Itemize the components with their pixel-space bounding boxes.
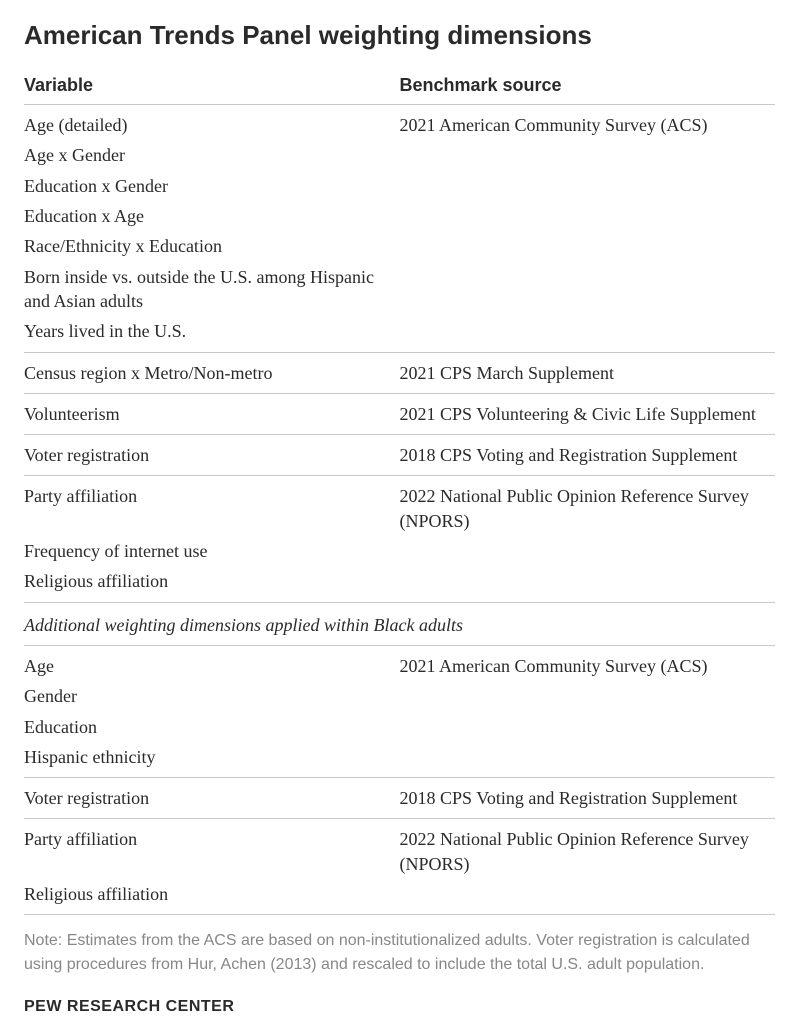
variable-cell: Education x Age	[24, 201, 400, 231]
variable-cell: Frequency of internet use	[24, 536, 400, 566]
variable-cell: Education x Gender	[24, 171, 400, 201]
source-cell: 2021 American Community Survey (ACS)	[400, 105, 776, 141]
variable-cell: Age x Gender	[24, 140, 400, 170]
column-header-source: Benchmark source	[400, 69, 776, 105]
table-row: Religious affiliation	[24, 566, 775, 602]
table-row: Education x Age	[24, 201, 775, 231]
source-cell	[400, 316, 776, 352]
source-cell: 2022 National Public Opinion Reference S…	[400, 819, 776, 879]
table-row: Education x Gender	[24, 171, 775, 201]
table-row: Party affiliation2022 National Public Op…	[24, 819, 775, 879]
column-header-variable: Variable	[24, 69, 400, 105]
source-cell: 2022 National Public Opinion Reference S…	[400, 476, 776, 536]
table-row: Age2021 American Community Survey (ACS)	[24, 645, 775, 681]
variable-cell: Age (detailed)	[24, 105, 400, 141]
source-cell	[400, 140, 776, 170]
source-cell: 2021 American Community Survey (ACS)	[400, 645, 776, 681]
table-row: Gender	[24, 681, 775, 711]
table-row: Education	[24, 712, 775, 742]
variable-cell: Voter registration	[24, 435, 400, 476]
table-row: Voter registration2018 CPS Voting and Re…	[24, 778, 775, 819]
variable-cell: Years lived in the U.S.	[24, 316, 400, 352]
table-row: Age (detailed)2021 American Community Su…	[24, 105, 775, 141]
variable-cell: Age	[24, 645, 400, 681]
source-cell	[400, 681, 776, 711]
table-row: Race/Ethnicity x Education	[24, 231, 775, 261]
source-cell	[400, 171, 776, 201]
table-row: Census region x Metro/Non-metro2021 CPS …	[24, 352, 775, 393]
source-cell	[400, 879, 776, 915]
section-header-row: Additional weighting dimensions applied …	[24, 602, 775, 645]
table-row: Born inside vs. outside the U.S. among H…	[24, 262, 775, 317]
attribution: PEW RESEARCH CENTER	[24, 998, 775, 1016]
variable-cell: Race/Ethnicity x Education	[24, 231, 400, 261]
source-cell	[400, 566, 776, 602]
table-row: Hispanic ethnicity	[24, 742, 775, 778]
source-cell	[400, 712, 776, 742]
table-row: Years lived in the U.S.	[24, 316, 775, 352]
source-cell	[400, 742, 776, 778]
source-cell	[400, 262, 776, 317]
source-cell: 2018 CPS Voting and Registration Supplem…	[400, 778, 776, 819]
variable-cell: Religious affiliation	[24, 879, 400, 915]
table-row: Party affiliation2022 National Public Op…	[24, 476, 775, 536]
source-cell: 2021 CPS March Supplement	[400, 352, 776, 393]
variable-cell: Religious affiliation	[24, 566, 400, 602]
table-row: Frequency of internet use	[24, 536, 775, 566]
source-cell: 2021 CPS Volunteering & Civic Life Suppl…	[400, 393, 776, 434]
table-row: Volunteerism2021 CPS Volunteering & Civi…	[24, 393, 775, 434]
variable-cell: Census region x Metro/Non-metro	[24, 352, 400, 393]
source-cell	[400, 231, 776, 261]
variable-cell: Born inside vs. outside the U.S. among H…	[24, 262, 400, 317]
section-header-text: Additional weighting dimensions applied …	[24, 602, 775, 645]
source-cell: 2018 CPS Voting and Registration Supplem…	[400, 435, 776, 476]
source-cell	[400, 536, 776, 566]
variable-cell: Volunteerism	[24, 393, 400, 434]
variable-cell: Gender	[24, 681, 400, 711]
weighting-table: Variable Benchmark source Age (detailed)…	[24, 69, 775, 915]
source-cell	[400, 201, 776, 231]
variable-cell: Party affiliation	[24, 819, 400, 879]
table-row: Voter registration2018 CPS Voting and Re…	[24, 435, 775, 476]
footnote: Note: Estimates from the ACS are based o…	[24, 929, 775, 975]
variable-cell: Education	[24, 712, 400, 742]
variable-cell: Hispanic ethnicity	[24, 742, 400, 778]
variable-cell: Voter registration	[24, 778, 400, 819]
table-row: Religious affiliation	[24, 879, 775, 915]
variable-cell: Party affiliation	[24, 476, 400, 536]
page-title: American Trends Panel weighting dimensio…	[24, 20, 775, 51]
table-row: Age x Gender	[24, 140, 775, 170]
